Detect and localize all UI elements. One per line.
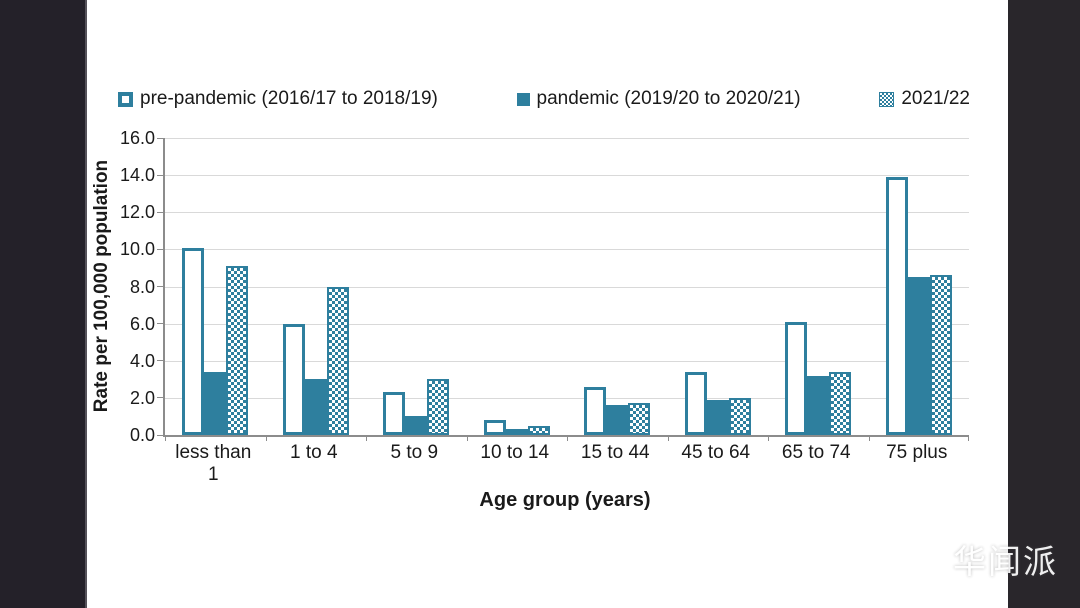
bar [628,403,651,435]
bar [282,323,305,435]
bar [405,416,428,435]
bar [807,375,830,435]
bar [304,379,327,435]
gridline [165,175,969,177]
y-tick-label: 4.0 [129,350,155,371]
legend-item: pre-pandemic (2016/17 to 2018/19) [118,88,438,110]
y-tick [157,248,165,250]
bar [383,392,406,435]
right-dark-panel [1008,0,1080,608]
x-tick [567,435,568,441]
gridline [165,286,969,288]
x-category-label-text: 10 to 14 [480,442,550,463]
x-axis-title: Age group (years) [479,489,651,511]
legend-swatch-outline [118,91,133,107]
watermark: 华闻派 [891,535,1058,583]
bar [829,371,852,435]
gridline [165,212,969,214]
y-tick-label: 14.0 [119,165,155,186]
x-category-label: 5 to 9 [364,442,465,486]
bar [907,277,930,435]
x-category-label: 10 to 14 [465,442,566,486]
gridline [165,360,969,362]
legend-swatch-solid [516,92,530,106]
bar [684,371,707,435]
y-tick [157,137,165,139]
y-tick [157,397,165,399]
bar [182,247,205,435]
y-tick [157,323,165,325]
x-tick [466,435,468,441]
x-tick [868,435,870,441]
bar [505,429,528,435]
legend-item: pandemic (2019/20 to 2020/21) [516,88,801,110]
gridline [165,323,969,325]
x-tick [366,435,367,441]
legend-label: pandemic (2019/20 to 2020/21) [536,88,801,109]
legend-label: pre-pandemic (2016/17 to 2018/19) [140,88,438,109]
bar [204,371,227,435]
x-category-label: 45 to 64 [666,442,767,486]
bar [606,405,629,435]
bar [326,286,349,435]
wechat-icon [894,543,940,574]
y-tick-label: 16.0 [119,128,155,148]
x-category-label-text: 65 to 74 [781,442,851,463]
x-tick [768,435,769,441]
bar [706,399,729,435]
y-tick-label: 8.0 [129,276,155,297]
x-category-label: 65 to 74 [766,442,867,486]
legend-item: 2021/22 [879,88,970,110]
x-category-label-text: 75 plus [886,442,948,463]
x-tick [165,435,166,441]
chart-legend: pre-pandemic (2016/17 to 2018/19) pandemi… [118,88,970,110]
y-tick [157,174,165,176]
y-tick [157,360,165,362]
bar [584,386,607,435]
left-dark-panel [0,0,87,608]
x-category-label: 1 to 4 [264,442,365,486]
x-axis-labels: less than 1 1 to 4 5 to 9 10 to 14 15 to 44 4… [163,442,967,486]
y-tick [157,434,165,436]
y-tick-label: 0.0 [129,425,155,445]
x-category-label-text: less than 1 [175,442,252,485]
legend-label: 2021/22 [901,88,970,109]
y-tick-label: 6.0 [129,313,155,334]
legend-swatch-pattern [879,91,895,107]
y-tick-label: 2.0 [129,387,155,408]
x-category-label: 75 plus [867,442,968,486]
bar [785,321,808,435]
bar [483,420,506,435]
x-category-label-text: 45 to 64 [681,442,751,463]
bar [929,275,952,435]
x-tick [968,435,969,441]
gridline [165,397,969,399]
y-tick-label: 12.0 [119,202,155,223]
x-tick [265,435,267,441]
bar [427,379,450,435]
plot-area: 0.0 2.0 4.0 6.0 8.0 10.0 12.0 14.0 16.0 [120,128,969,445]
bar [527,425,550,435]
watermark-text: 华闻派 [953,543,1058,580]
bar [885,176,908,435]
x-tick [667,435,669,441]
gridline [165,138,969,139]
x-category-label-text: 5 to 9 [390,442,439,463]
bar [226,266,249,435]
y-tick [157,286,165,287]
bar [728,397,751,435]
x-category-label-text: 1 to 4 [289,442,338,463]
x-category-label: less than 1 [163,442,264,486]
y-tick-label: 10.0 [119,239,155,260]
gridline [165,249,969,251]
x-category-label: 15 to 44 [565,442,666,486]
x-category-label-text: 15 to 44 [580,442,650,463]
y-tick [157,211,165,213]
